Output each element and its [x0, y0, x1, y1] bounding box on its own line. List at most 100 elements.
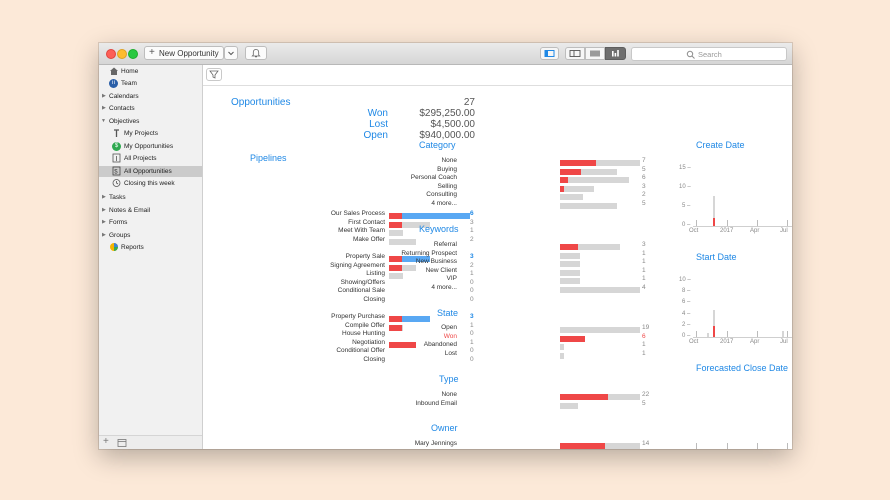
stage-count: 0 [470, 355, 474, 363]
sidebar-item-notes-email[interactable]: ▶ Notes & Email [99, 205, 202, 216]
breakdown-label[interactable]: Lost [444, 349, 457, 357]
breakdown-label[interactable]: Inbound Email [415, 399, 457, 407]
pipeline-total-bar [389, 256, 430, 262]
sidebar-item-my-projects[interactable]: My Projects [99, 128, 202, 139]
breakdown-label[interactable]: Referral [433, 241, 457, 248]
sidebar-item-tasks[interactable]: ▶ Tasks [99, 192, 202, 203]
create-date-mark [713, 218, 715, 226]
zoom-window-button[interactable] [128, 49, 138, 59]
disclosure-right-icon[interactable]: ▶ [102, 93, 106, 99]
disclosure-right-icon[interactable]: ▶ [102, 232, 106, 238]
stage-label[interactable]: Conditional Sale [337, 287, 385, 294]
stage-label[interactable]: Meet With Team [338, 227, 385, 234]
breakdown-label[interactable]: None [441, 157, 457, 164]
notifications-button[interactable] [245, 46, 267, 60]
x-tick-label: Apr [750, 339, 760, 345]
breakdown-label[interactable]: Won [443, 332, 457, 340]
sidebar-item-closing-this-week[interactable]: Closing this week [99, 178, 202, 189]
search-field[interactable]: Search [631, 47, 787, 61]
sidebar-item-my-opportunities[interactable]: $ My Opportunities [99, 141, 202, 152]
disclosure-right-icon[interactable]: ▶ [102, 105, 106, 111]
stage-count: 0 [470, 295, 474, 303]
add-icon[interactable]: + [103, 436, 109, 447]
pipeline-name[interactable]: Property Sale [345, 253, 385, 260]
view-list-button[interactable] [585, 47, 605, 60]
calendar-icon[interactable] [117, 438, 127, 448]
stage-label[interactable]: Listing [366, 270, 385, 277]
breakdown-label[interactable]: New Business [415, 258, 457, 266]
stage-label[interactable]: House Hunting [342, 330, 385, 337]
columns-icon [569, 50, 581, 57]
breakdown-count: 3 [642, 182, 646, 190]
breakdown-count: 4 [642, 284, 646, 291]
breakdown-label[interactable]: VIP [446, 275, 457, 283]
breakdown-label[interactable]: Selling [437, 182, 457, 190]
sidebar-item-all-projects[interactable]: All Projects [99, 153, 202, 164]
new-opportunity-button[interactable]: + New Opportunity [144, 46, 224, 60]
breakdown-count: 1 [642, 258, 646, 266]
sidebar-item-forms[interactable]: ▶ Forms [99, 217, 202, 228]
breakdown-label[interactable]: 4 more... [431, 200, 457, 207]
pipeline-name[interactable]: Our Sales Process [330, 210, 385, 217]
breakdown-label[interactable]: Returning Prospect [401, 249, 457, 257]
section-title: Keywords [419, 224, 459, 234]
sidebar-item-all-opportunities[interactable]: $ All Opportunities [99, 166, 202, 177]
stage-label[interactable]: Closing [363, 295, 385, 303]
breakdown-label[interactable]: Consulting [426, 191, 457, 199]
breakdown-count: 1 [642, 275, 646, 283]
disclosure-right-icon[interactable]: ▶ [102, 219, 106, 225]
filter-button[interactable] [206, 68, 222, 81]
sidebar-item-objectives[interactable]: ▼ Objectives [99, 116, 202, 127]
close-window-button[interactable] [106, 49, 116, 59]
start-date-mark [713, 310, 715, 337]
sidebar-item-groups[interactable]: ▶ Groups [99, 230, 202, 241]
breakdown-label[interactable]: Abandoned [423, 341, 457, 349]
sidebar-item-calendars[interactable]: ▶ Calendars [99, 91, 202, 102]
plus-icon: + [149, 47, 155, 58]
stage-label[interactable]: Showing/Offers [340, 278, 385, 286]
open-value: $940,000.00 [419, 130, 475, 141]
sidebar-item-contacts[interactable]: ▶ Contacts [99, 103, 202, 114]
breakdown-label[interactable]: Buying [437, 165, 457, 173]
pipeline-name[interactable]: Property Purchase [331, 313, 385, 320]
stage-label[interactable]: Make Offer [352, 235, 385, 243]
sidebar-item-label: Reports [121, 244, 144, 251]
new-menu-dropdown[interactable] [224, 46, 238, 60]
stage-label[interactable]: First Contact [348, 218, 385, 226]
sidebar-item-home[interactable]: Home [99, 66, 202, 77]
won-label[interactable]: Won [367, 108, 388, 119]
view-dashboard-button[interactable] [605, 47, 626, 60]
minimize-window-button[interactable] [117, 49, 127, 59]
breakdown-label[interactable]: 4 more... [431, 284, 457, 291]
disclosure-right-icon[interactable]: ▶ [102, 194, 106, 200]
breakdown-count: 19 [642, 324, 650, 331]
view-sidebar-toggle[interactable] [540, 47, 559, 60]
breakdown-label[interactable]: Mary Jennings [414, 440, 457, 447]
open-label[interactable]: Open [363, 130, 388, 141]
bell-icon [251, 49, 261, 58]
lost-label[interactable]: Lost [369, 119, 388, 130]
disclosure-right-icon[interactable]: ▶ [102, 207, 106, 213]
sidebar-item-reports[interactable]: Reports [99, 242, 202, 253]
breakdown-label[interactable]: Personal Coach [410, 174, 457, 182]
search-icon [686, 50, 695, 59]
breakdown-bar [560, 160, 640, 166]
stage-label[interactable]: Compile Offer [345, 321, 385, 329]
pipeline-won-bar [389, 213, 402, 219]
timeline-title: Start Date [696, 252, 737, 262]
breakdown-bar [560, 344, 565, 351]
disclosure-down-icon[interactable]: ▼ [101, 118, 106, 124]
stage-label[interactable]: Closing [363, 355, 385, 363]
stage-label[interactable]: Conditional Offer [336, 347, 385, 354]
x-tick-mark [727, 220, 728, 226]
view-columns-button[interactable] [565, 47, 585, 60]
breakdown-label[interactable]: None [441, 391, 457, 398]
stage-label[interactable]: Signing Agreement [330, 261, 385, 269]
breakdown-label[interactable]: Open [441, 324, 457, 331]
opportunities-title[interactable]: Opportunities [231, 97, 291, 108]
stage-label[interactable]: Negotiation [352, 338, 385, 346]
breakdown-label[interactable]: New Client [425, 266, 457, 274]
breakdown-won-bar [560, 394, 608, 400]
sidebar-item-team[interactable]: ıı Team [99, 78, 202, 89]
stage-won-bar [389, 264, 402, 271]
